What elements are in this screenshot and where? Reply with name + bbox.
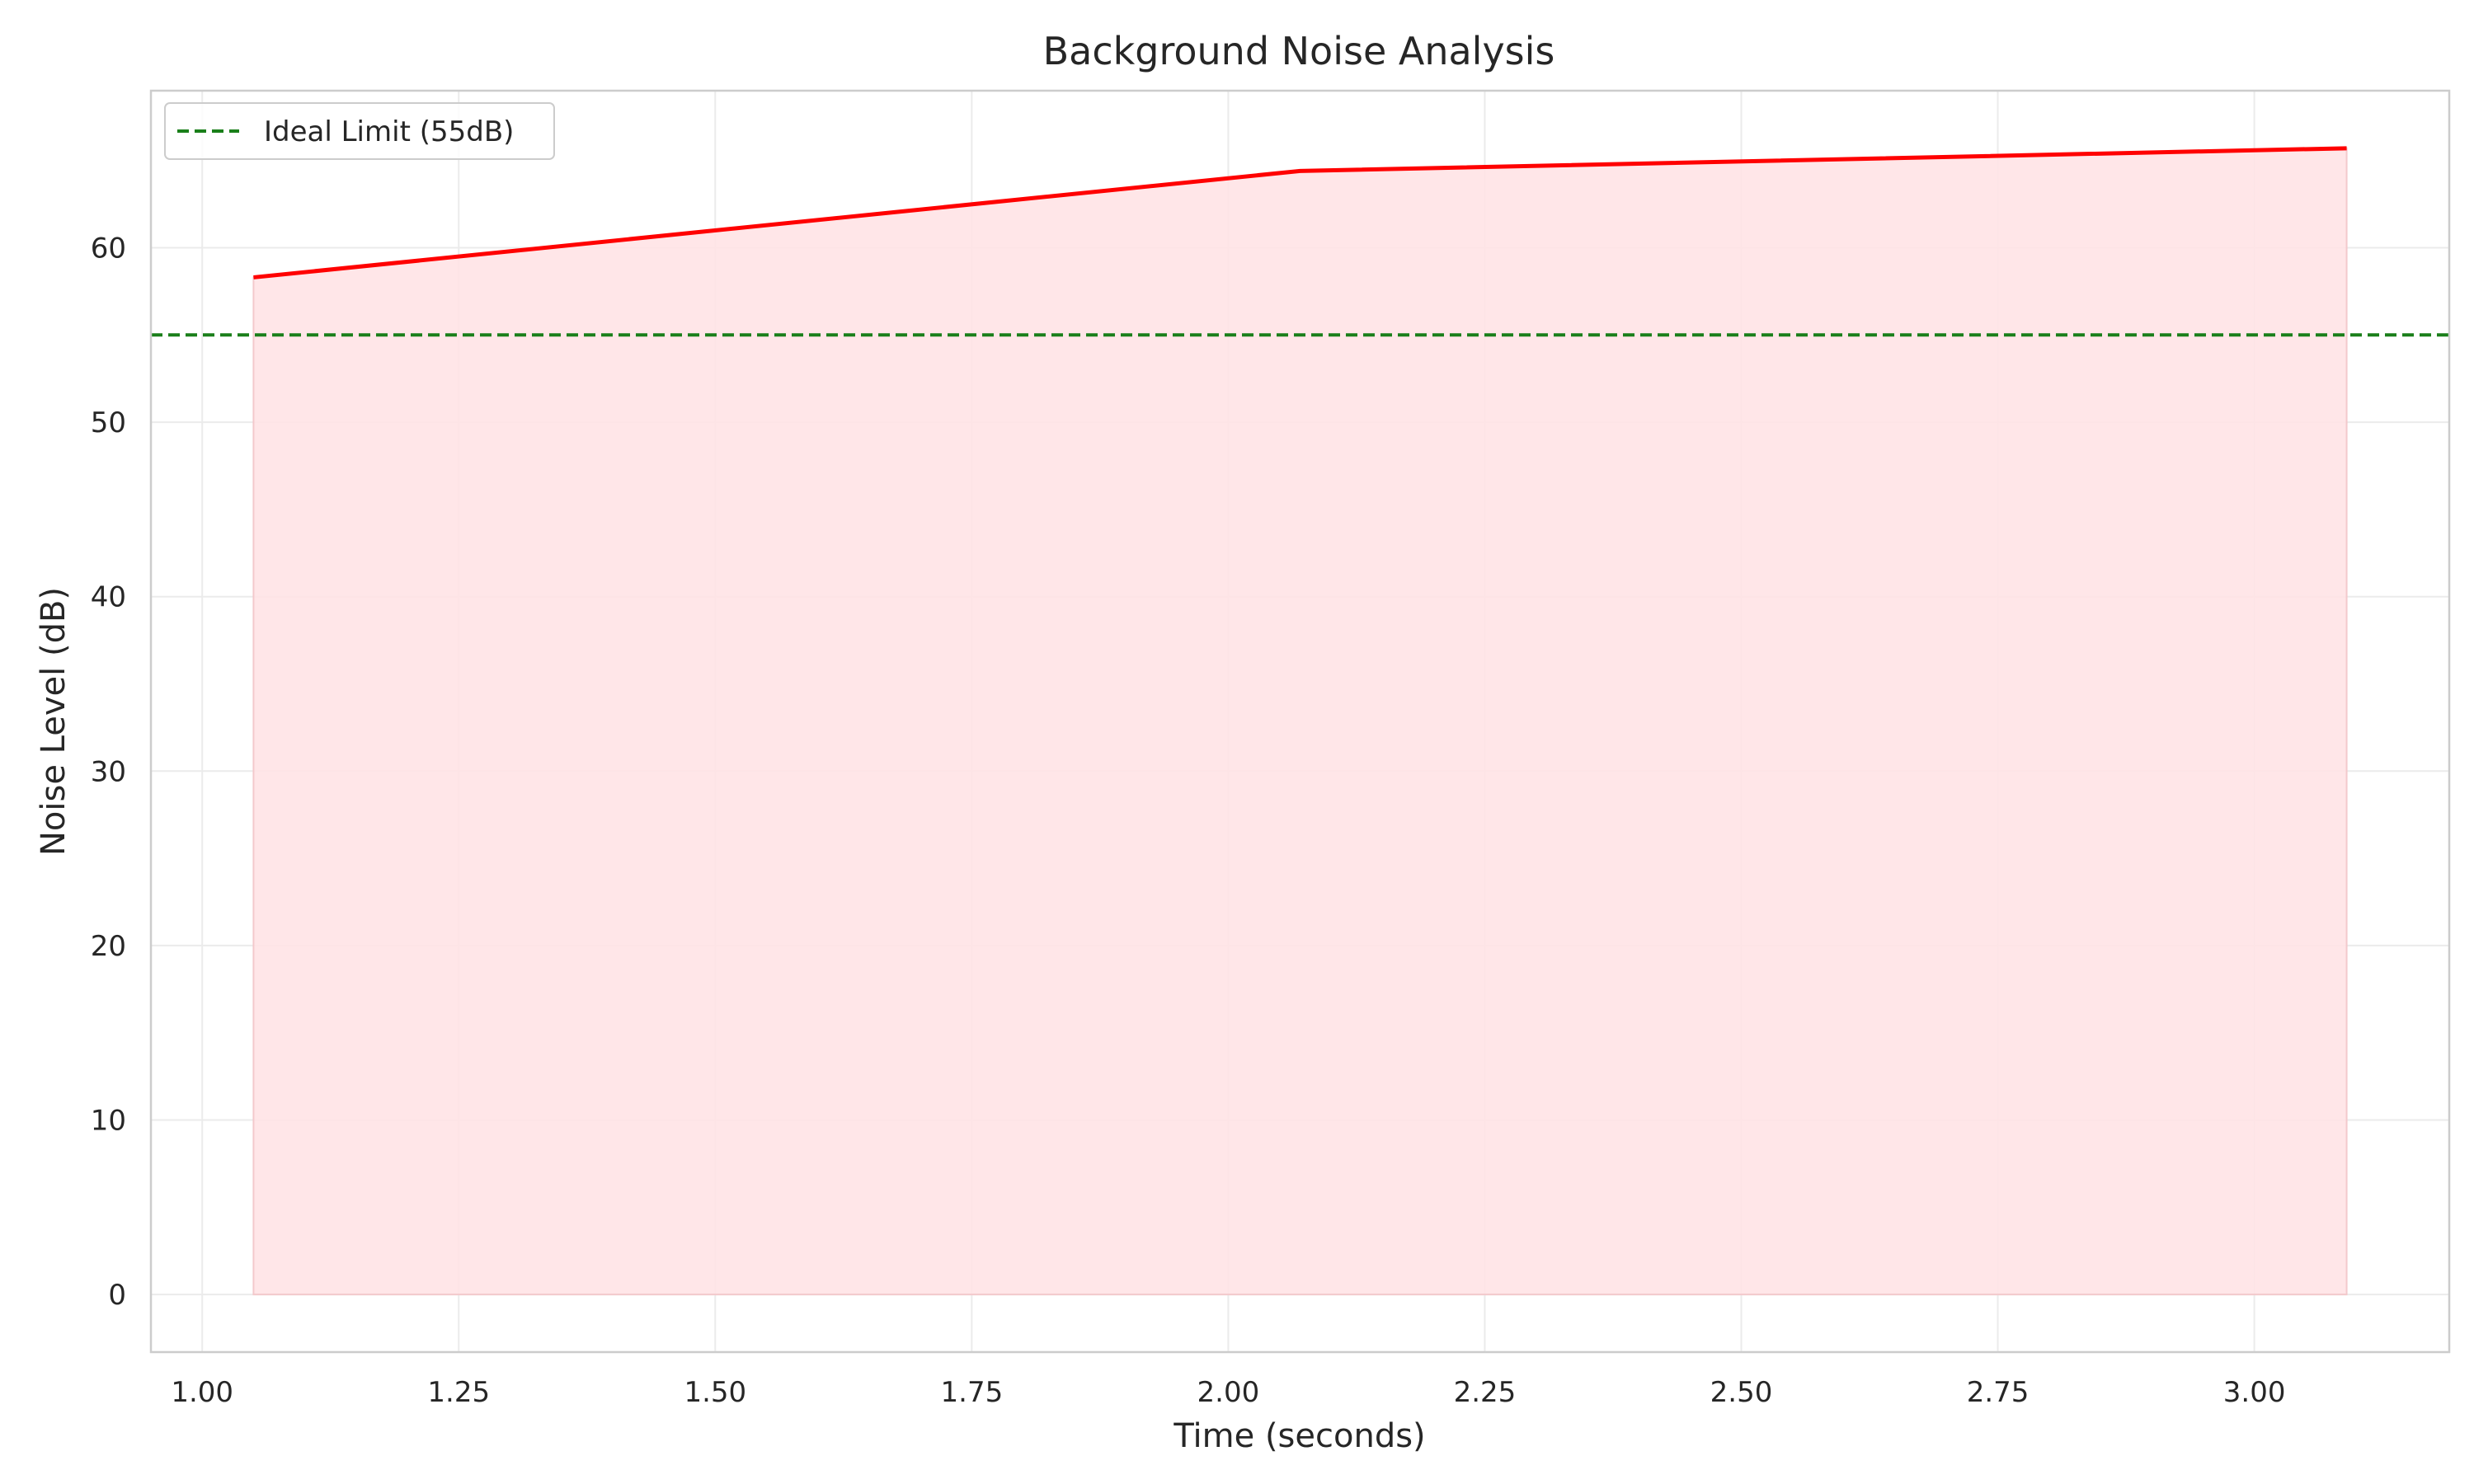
legend-box — [164, 102, 555, 160]
y-tick-label: 0 — [108, 1279, 126, 1312]
x-tick-label: 1.75 — [941, 1376, 1004, 1409]
y-tick-labels: 0 10 20 30 40 50 60 — [91, 232, 126, 1312]
x-tick-label: 2.75 — [1967, 1376, 2030, 1409]
x-tick-label: 1.50 — [684, 1376, 746, 1409]
area-fill — [252, 147, 2348, 1296]
y-tick-label: 20 — [91, 930, 126, 963]
y-tick-label: 40 — [91, 581, 126, 614]
y-tick-label: 30 — [91, 755, 126, 788]
x-axis-label: Time (seconds) — [1173, 1417, 1425, 1455]
x-tick-labels: 1.00 1.25 1.50 1.75 2.00 2.25 2.50 2.75 3.00 — [171, 1376, 2285, 1409]
x-tick-label: 1.25 — [427, 1376, 490, 1409]
area-fill-layer — [252, 147, 2348, 1296]
y-tick-label: 50 — [91, 406, 126, 439]
y-tick-label: 10 — [91, 1105, 126, 1138]
x-tick-label: 1.00 — [171, 1376, 233, 1409]
y-axis-label: Noise Level (dB) — [35, 587, 73, 856]
chart-title: Background Noise Analysis — [1043, 29, 1555, 73]
x-tick-label: 2.00 — [1197, 1376, 1260, 1409]
series-line-layer — [253, 146, 2347, 279]
y-tick-label: 60 — [91, 232, 126, 265]
legend-label-ideal-limit: Ideal Limit (55dB) — [264, 115, 514, 148]
plot-frame — [149, 89, 2451, 1354]
legend: Ideal Limit (55dB) — [164, 102, 555, 160]
x-tick-label: 3.00 — [2223, 1376, 2286, 1409]
x-tick-label: 2.25 — [1454, 1376, 1517, 1409]
x-tick-label: 2.50 — [1710, 1376, 1773, 1409]
